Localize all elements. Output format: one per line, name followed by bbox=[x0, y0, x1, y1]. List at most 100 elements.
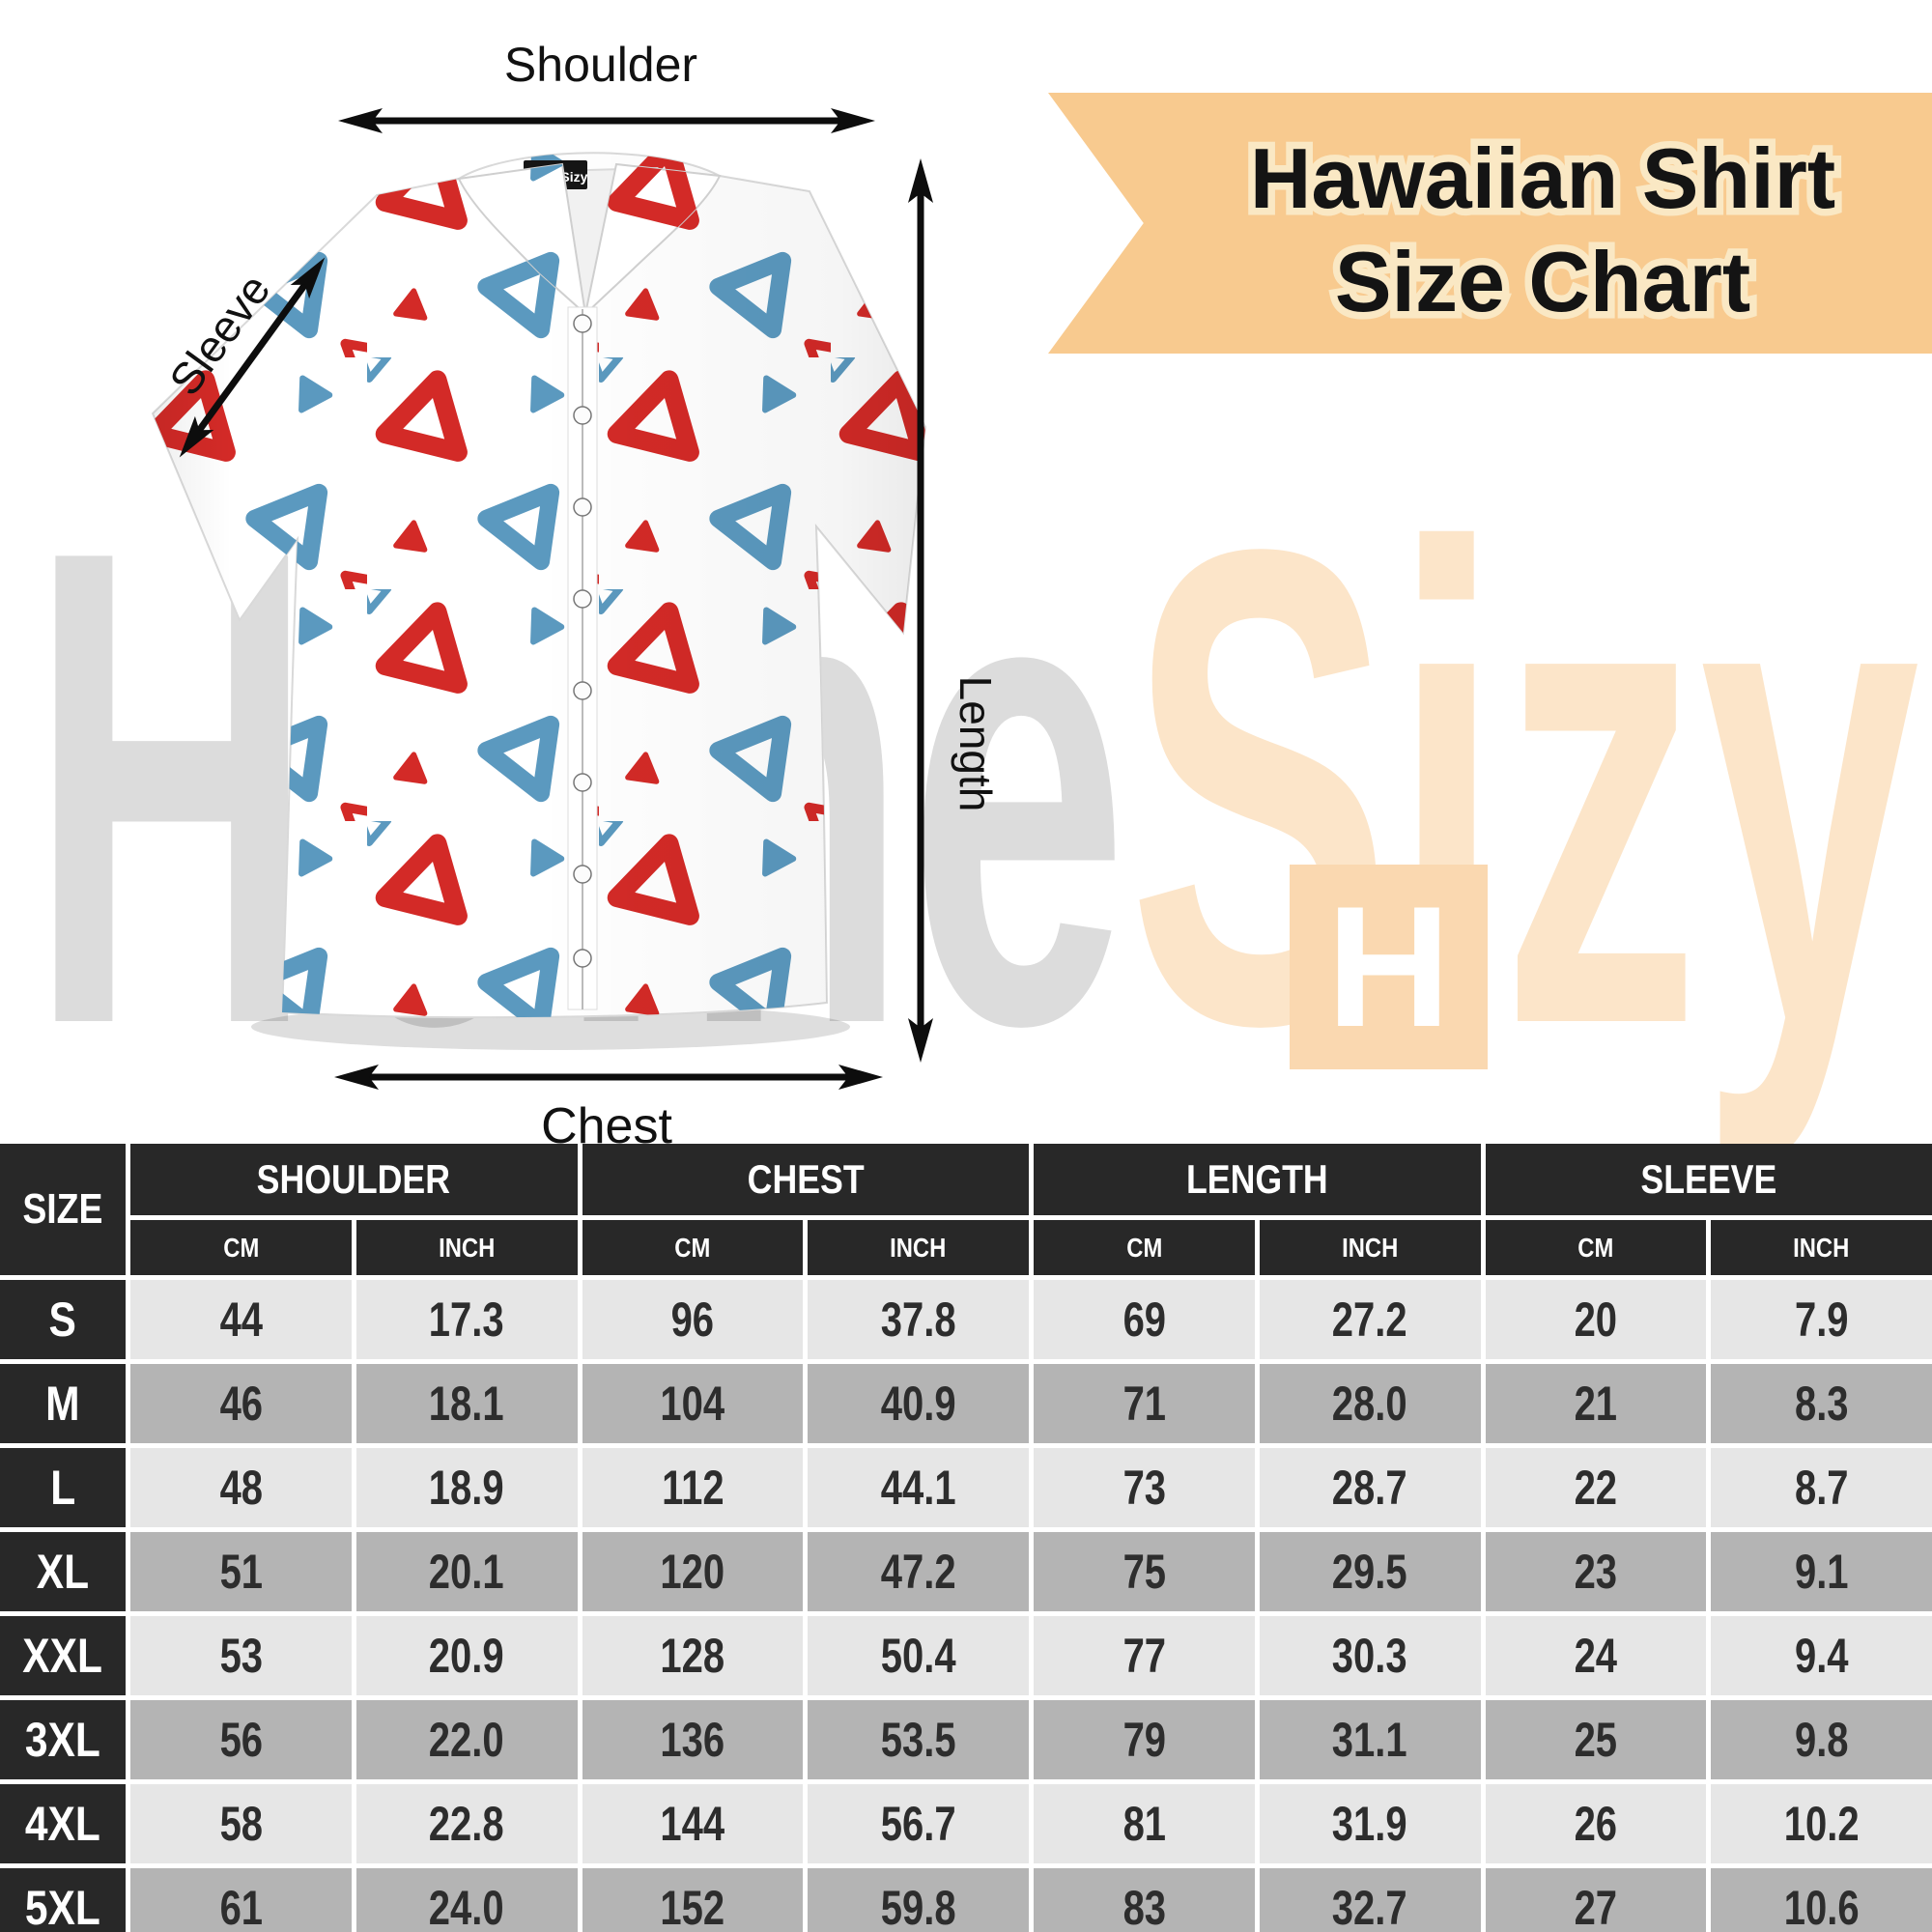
value-cell: 104 bbox=[582, 1364, 804, 1443]
size-table: SIZE SHOULDER CHEST LENGTH SLEEVE CM INCH CM INC… bbox=[0, 1144, 1932, 1932]
value-cell: 58 bbox=[130, 1784, 352, 1863]
value-cell: 40.9 bbox=[808, 1364, 1029, 1443]
size-label: L bbox=[0, 1448, 126, 1527]
group-header-chest: CHEST bbox=[582, 1144, 1029, 1215]
title-line-2: Size Chart bbox=[1335, 234, 1750, 329]
size-label: M bbox=[0, 1364, 126, 1443]
group-header-sleeve: SLEEVE bbox=[1485, 1144, 1932, 1215]
value-cell: 48 bbox=[130, 1448, 352, 1527]
value-cell: 8.3 bbox=[1711, 1364, 1932, 1443]
size-column-header: SIZE bbox=[0, 1144, 126, 1275]
value-cell: 31.1 bbox=[1259, 1700, 1481, 1779]
value-cell: 22.8 bbox=[355, 1784, 578, 1863]
value-cell: 56 bbox=[130, 1700, 352, 1779]
value-cell: 8.7 bbox=[1711, 1448, 1932, 1527]
collar-lapels bbox=[457, 162, 722, 317]
value-cell: 21 bbox=[1485, 1364, 1707, 1443]
value-cell: 44 bbox=[130, 1280, 352, 1359]
unit-header: INCH bbox=[1259, 1220, 1481, 1275]
size-label: 4XL bbox=[0, 1784, 126, 1863]
value-cell: 73 bbox=[1034, 1448, 1255, 1527]
value-cell: 24 bbox=[1485, 1616, 1707, 1695]
size-label: XXL bbox=[0, 1616, 126, 1695]
value-cell: 53 bbox=[130, 1616, 352, 1695]
size-label: S bbox=[0, 1280, 126, 1359]
value-cell: 71 bbox=[1034, 1364, 1255, 1443]
value-cell: 61 bbox=[130, 1868, 352, 1932]
value-cell: 50.4 bbox=[808, 1616, 1029, 1695]
value-cell: 75 bbox=[1034, 1532, 1255, 1611]
value-cell: 30.3 bbox=[1259, 1616, 1481, 1695]
unit-header: CM bbox=[582, 1220, 804, 1275]
value-cell: 46 bbox=[130, 1364, 352, 1443]
value-cell: 17.3 bbox=[355, 1280, 578, 1359]
length-label: Length bbox=[951, 675, 1001, 812]
size-label: 5XL bbox=[0, 1868, 126, 1932]
value-cell: 81 bbox=[1034, 1784, 1255, 1863]
value-cell: 27.2 bbox=[1259, 1280, 1481, 1359]
value-cell: 79 bbox=[1034, 1700, 1255, 1779]
value-cell: 28.7 bbox=[1259, 1448, 1481, 1527]
value-cell: 59.8 bbox=[808, 1868, 1029, 1932]
value-cell: 120 bbox=[582, 1532, 804, 1611]
unit-header: CM bbox=[130, 1220, 352, 1275]
value-cell: 9.4 bbox=[1711, 1616, 1932, 1695]
value-cell: 31.9 bbox=[1259, 1784, 1481, 1863]
unit-header: CM bbox=[1034, 1220, 1255, 1275]
unit-header: INCH bbox=[355, 1220, 578, 1275]
value-cell: 20.1 bbox=[355, 1532, 578, 1611]
value-cell: 7.9 bbox=[1711, 1280, 1932, 1359]
value-cell: 28.0 bbox=[1259, 1364, 1481, 1443]
value-cell: 51 bbox=[130, 1532, 352, 1611]
chest-arrow bbox=[334, 1065, 883, 1090]
value-cell: 136 bbox=[582, 1700, 804, 1779]
value-cell: 27 bbox=[1485, 1868, 1707, 1932]
value-cell: 56.7 bbox=[808, 1784, 1029, 1863]
value-cell: 22.0 bbox=[355, 1700, 578, 1779]
hawaiian-shirt-image: HomeSizy bbox=[151, 152, 927, 1050]
buttons bbox=[573, 314, 592, 968]
value-cell: 9.1 bbox=[1711, 1532, 1932, 1611]
value-cell: 69 bbox=[1034, 1280, 1255, 1359]
shoulder-label: Shoulder bbox=[503, 38, 698, 92]
value-cell: 10.2 bbox=[1711, 1784, 1932, 1863]
value-cell: 10.6 bbox=[1711, 1868, 1932, 1932]
value-cell: 20.9 bbox=[355, 1616, 578, 1695]
value-cell: 18.1 bbox=[355, 1364, 578, 1443]
unit-header: INCH bbox=[1711, 1220, 1932, 1275]
value-cell: 96 bbox=[582, 1280, 804, 1359]
value-cell: 32.7 bbox=[1259, 1868, 1481, 1932]
value-cell: 25 bbox=[1485, 1700, 1707, 1779]
value-cell: 53.5 bbox=[808, 1700, 1029, 1779]
value-cell: 128 bbox=[582, 1616, 804, 1695]
sleeve-arrow bbox=[166, 247, 337, 468]
size-label: 3XL bbox=[0, 1700, 126, 1779]
value-cell: 23 bbox=[1485, 1532, 1707, 1611]
group-header-length: LENGTH bbox=[1034, 1144, 1481, 1215]
value-cell: 22 bbox=[1485, 1448, 1707, 1527]
unit-header: INCH bbox=[808, 1220, 1029, 1275]
value-cell: 37.8 bbox=[808, 1280, 1029, 1359]
value-cell: 44.1 bbox=[808, 1448, 1029, 1527]
value-cell: 152 bbox=[582, 1868, 804, 1932]
shoulder-arrow bbox=[338, 108, 875, 133]
button-placket bbox=[567, 306, 598, 1010]
value-cell: 9.8 bbox=[1711, 1700, 1932, 1779]
watermark-sizy: Sizy bbox=[1127, 410, 1920, 1165]
value-cell: 26 bbox=[1485, 1784, 1707, 1863]
value-cell: 24.0 bbox=[355, 1868, 578, 1932]
value-cell: 29.5 bbox=[1259, 1532, 1481, 1611]
size-label: XL bbox=[0, 1532, 126, 1611]
value-cell: 18.9 bbox=[355, 1448, 578, 1527]
brand-logo: H bbox=[1290, 865, 1488, 1069]
title-banner: Hawaiian Shirt Size Chart bbox=[1048, 93, 1932, 354]
value-cell: 83 bbox=[1034, 1868, 1255, 1932]
group-header-shoulder: SHOULDER bbox=[130, 1144, 578, 1215]
title-line-1: Hawaiian Shirt bbox=[1250, 130, 1835, 226]
value-cell: 144 bbox=[582, 1784, 804, 1863]
unit-header: CM bbox=[1485, 1220, 1707, 1275]
value-cell: 77 bbox=[1034, 1616, 1255, 1695]
value-cell: 20 bbox=[1485, 1280, 1707, 1359]
length-arrow bbox=[908, 158, 933, 1063]
